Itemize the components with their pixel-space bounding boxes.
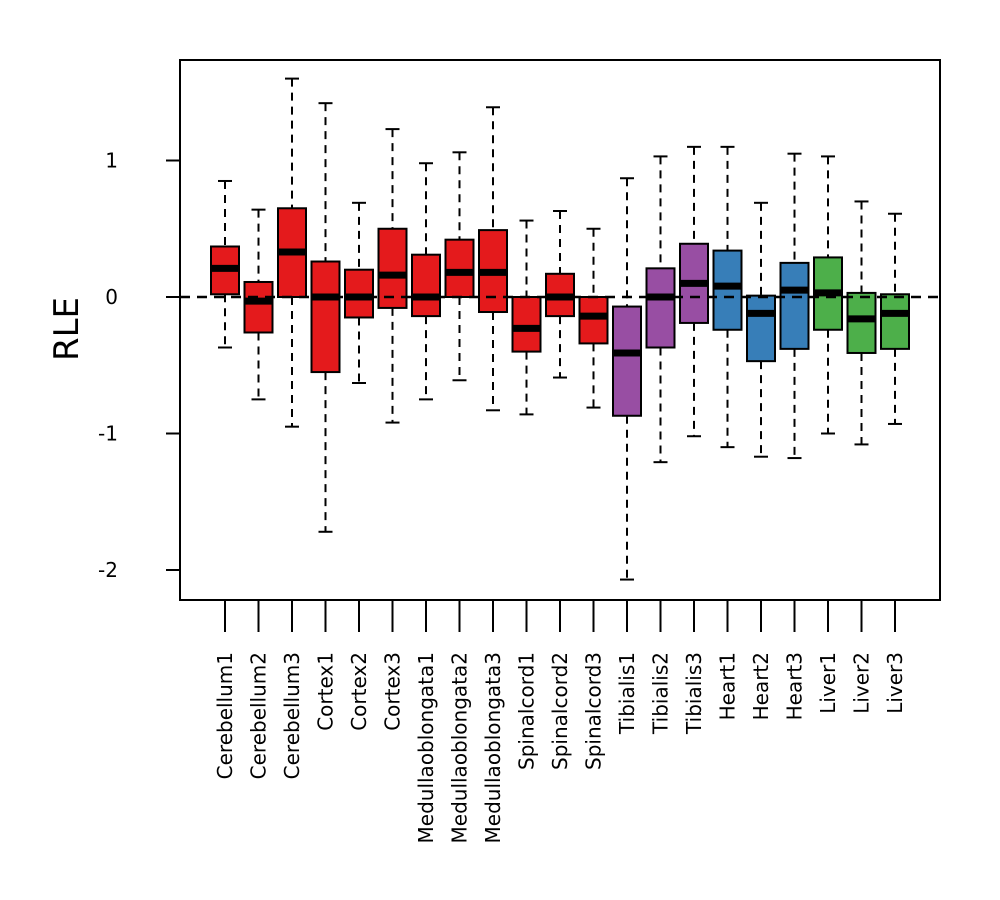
x-tick-label: Spinalcord3 (582, 652, 606, 770)
x-tick-label: Heart2 (749, 652, 773, 720)
x-tick-label: Cortex1 (314, 652, 338, 731)
x-tick-label: Tibialis1 (615, 652, 639, 735)
x-tick-label: Spinalcord1 (515, 652, 539, 770)
box-medullaoblongata2 (444, 151, 475, 382)
box-cerebellum1 (210, 179, 240, 349)
box-iqr (880, 293, 910, 350)
x-tick-label: Tibialis2 (649, 652, 673, 735)
box-cortex1 (310, 102, 341, 533)
box-iqr (612, 305, 642, 417)
x-tick-label: Cortex3 (381, 652, 405, 731)
x-tick-label: Medullaoblongata1 (414, 652, 438, 843)
box-iqr (645, 267, 676, 349)
box-liver3 (880, 212, 910, 425)
box-cortex3 (377, 128, 408, 424)
box-liver1 (813, 155, 843, 435)
y-axis-title: RLE (47, 297, 87, 361)
x-tick-label: Heart3 (783, 652, 807, 720)
x-tick-label: Cortex2 (347, 652, 371, 731)
box-cerebellum2 (243, 208, 274, 401)
box-iqr (746, 294, 776, 363)
box-tibialis3 (679, 145, 709, 438)
box-iqr (511, 296, 542, 353)
x-tick-label: Cerebellum1 (213, 652, 237, 779)
box-liver2 (846, 200, 877, 446)
y-tick-label: 1 (105, 149, 118, 173)
box-cerebellum3 (277, 77, 307, 428)
box-tibialis1 (612, 177, 642, 581)
box-iqr (411, 253, 441, 318)
box-iqr (779, 261, 810, 350)
x-tick-label: Liver1 (816, 652, 840, 714)
y-tick-label: -2 (98, 558, 118, 582)
box-iqr (377, 227, 408, 309)
plot-area (180, 77, 940, 581)
x-tick-label: Heart1 (716, 652, 740, 720)
x-tick-label: Cerebellum2 (247, 652, 271, 779)
x-tick-label: Liver2 (850, 652, 874, 714)
box-spinalcord2 (545, 210, 575, 379)
box-tibialis2 (645, 155, 676, 464)
x-tick-label: Liver3 (883, 652, 907, 714)
x-tick-label: Medullaoblongata3 (481, 652, 505, 843)
box-iqr (243, 280, 274, 334)
x-tick-label: Spinalcord2 (548, 652, 572, 770)
box-iqr (846, 291, 877, 354)
y-tick-label: -1 (98, 422, 118, 446)
box-cortex2 (344, 201, 374, 384)
x-tick-label: Cerebellum3 (280, 652, 304, 779)
axes: -2 -1 0 1 Cerebellum1 Cerebellum2 Cerebellum3 C… (98, 59, 941, 843)
box-iqr (712, 249, 743, 331)
box-heart3 (779, 152, 810, 460)
x-tick-label: Medullaoblongata2 (448, 652, 472, 843)
box-heart2 (746, 201, 776, 458)
box-medullaoblongata1 (411, 162, 441, 401)
box-iqr (578, 296, 609, 345)
box-spinalcord3 (578, 227, 609, 409)
box-heart1 (712, 145, 743, 449)
box-spinalcord1 (511, 219, 542, 416)
box-medullaoblongata3 (478, 106, 508, 412)
box-iqr (310, 260, 341, 374)
y-tick-label: 0 (105, 285, 118, 309)
box-iqr (444, 238, 475, 298)
x-tick-label: Tibialis3 (682, 652, 706, 735)
